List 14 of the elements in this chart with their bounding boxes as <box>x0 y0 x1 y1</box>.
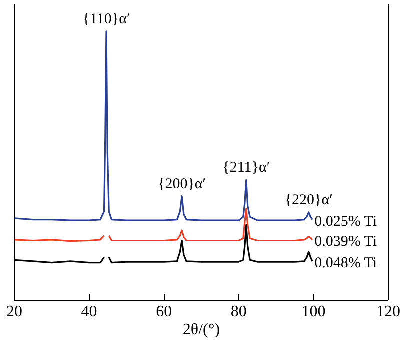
x-tick-label: 40 <box>81 304 98 320</box>
x-tick-label: 80 <box>230 304 247 320</box>
series-label: 0.025% Ti <box>314 214 378 230</box>
x-tick-label: 20 <box>6 304 22 320</box>
annotation: {220}α′ <box>284 192 333 209</box>
x-tick-label: 120 <box>376 304 400 320</box>
annotation: {211}α′ <box>222 160 270 176</box>
annotation: {110}α′ <box>82 11 130 28</box>
x-tick-label: 60 <box>156 304 172 320</box>
series-label: 0.048% Ti <box>314 255 378 272</box>
annotation: {200}α′ <box>158 176 206 192</box>
series-label: 0.039% Ti <box>314 234 378 250</box>
x-axis-title: 2θ/(°) <box>182 322 220 338</box>
x-tick-label: 100 <box>302 304 326 320</box>
